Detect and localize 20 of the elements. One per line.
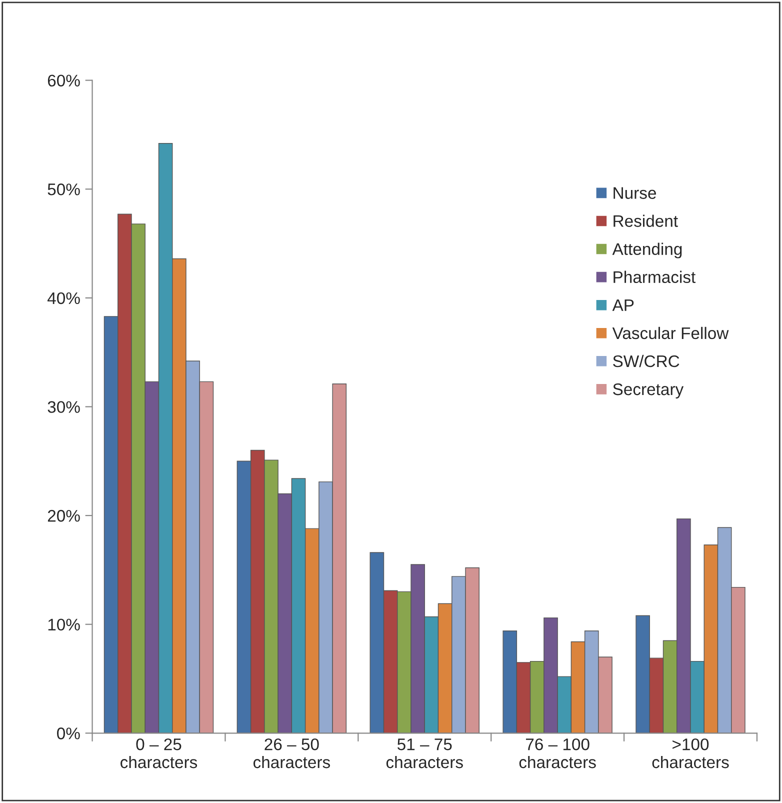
x-tick-label: 76 – 100 characters (519, 738, 596, 768)
x-tick-label: 0 – 25 characters (120, 738, 198, 768)
x-tick-label: 26 – 50 characters (253, 738, 330, 768)
legend-label: Resident (614, 214, 678, 227)
legend-label: Pharmacist (614, 270, 696, 284)
y-tick-label: 50% (48, 184, 80, 196)
legend-label: Secretary (613, 383, 684, 398)
y-tick-label: 20% (48, 510, 80, 522)
y-tick-label: 30% (48, 401, 80, 413)
y-tick-label: 60% (48, 74, 80, 87)
legend-label: Vascular Fellow (612, 326, 729, 340)
y-tick-label: 40% (47, 292, 80, 304)
legend-label: Nurse (614, 187, 656, 199)
y-tick-label: 10% (48, 618, 80, 631)
legend-label: SW/CRC (613, 354, 680, 368)
legend-label: AP (612, 299, 634, 311)
y-tick-label: 0% (57, 728, 80, 740)
legend-label: Attending (612, 242, 682, 258)
x-tick-label: >100 characters (652, 738, 729, 768)
x-tick-label: 51 – 75 characters (386, 738, 463, 768)
